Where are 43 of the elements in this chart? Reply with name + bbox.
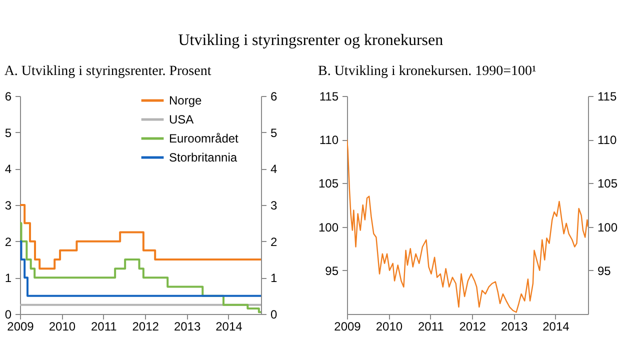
- y2-tick-label: 2: [270, 234, 278, 249]
- legend-label: Storbritannia: [169, 150, 238, 164]
- y2-tick-label: 115: [598, 90, 617, 104]
- y-tick-label: 3: [4, 198, 12, 212]
- x-tick-label: 2014: [216, 320, 243, 334]
- x-tick-label: 2013: [174, 320, 201, 334]
- y-tick-label: 0: [4, 308, 12, 322]
- legend-label: Euroområdet: [169, 132, 240, 146]
- legend-label: Norge: [169, 94, 202, 108]
- y-tick-label: 1: [4, 271, 12, 286]
- y-tick-label: 5: [4, 126, 12, 140]
- y-tick-label: 100: [318, 220, 339, 234]
- y2-tick-label: 3: [270, 198, 278, 212]
- x-tick-label: 2010: [376, 320, 403, 334]
- y2-tick-label: 1: [270, 271, 278, 286]
- x-tick-label: 2009: [334, 320, 362, 334]
- x-tick-label: 2010: [48, 320, 76, 334]
- y2-tick-label: 0: [270, 308, 278, 322]
- x-tick-label: 2011: [90, 320, 118, 334]
- y2-tick-label: 6: [270, 90, 278, 104]
- x-tick-label: 2012: [459, 320, 486, 334]
- y-tick-label: 4: [4, 162, 12, 176]
- y-tick-label: 2: [4, 234, 12, 249]
- text: Utvikling i styringsrenter og kronekursen: [178, 32, 444, 49]
- y-tick-label: 115: [319, 90, 339, 104]
- x-tick-label: 2009: [7, 320, 34, 334]
- chart-subtitle: A. Utvikling i styringsrenter. Prosent: [4, 64, 212, 79]
- y2-tick-label: 100: [598, 220, 618, 234]
- x-tick-label: 2013: [500, 320, 528, 334]
- x-tick-label: 2011: [418, 320, 444, 334]
- x-tick-label: 2014: [542, 320, 570, 334]
- y-tick-label: 6: [4, 90, 12, 104]
- y-tick-label: 110: [319, 133, 339, 148]
- legend-label: USA: [169, 112, 194, 126]
- y2-tick-label: 5: [270, 126, 278, 140]
- y2-tick-label: 110: [598, 133, 617, 148]
- y2-tick-label: 105: [598, 176, 618, 191]
- y2-tick-label: 95: [598, 264, 612, 278]
- chart-subtitle: B. Utvikling i kronekursen. 1990=100¹: [318, 64, 536, 79]
- x-tick-label: 2012: [132, 320, 160, 334]
- y-tick-label: 105: [318, 176, 339, 191]
- y-tick-label: 95: [325, 264, 339, 278]
- y2-tick-label: 4: [270, 162, 278, 176]
